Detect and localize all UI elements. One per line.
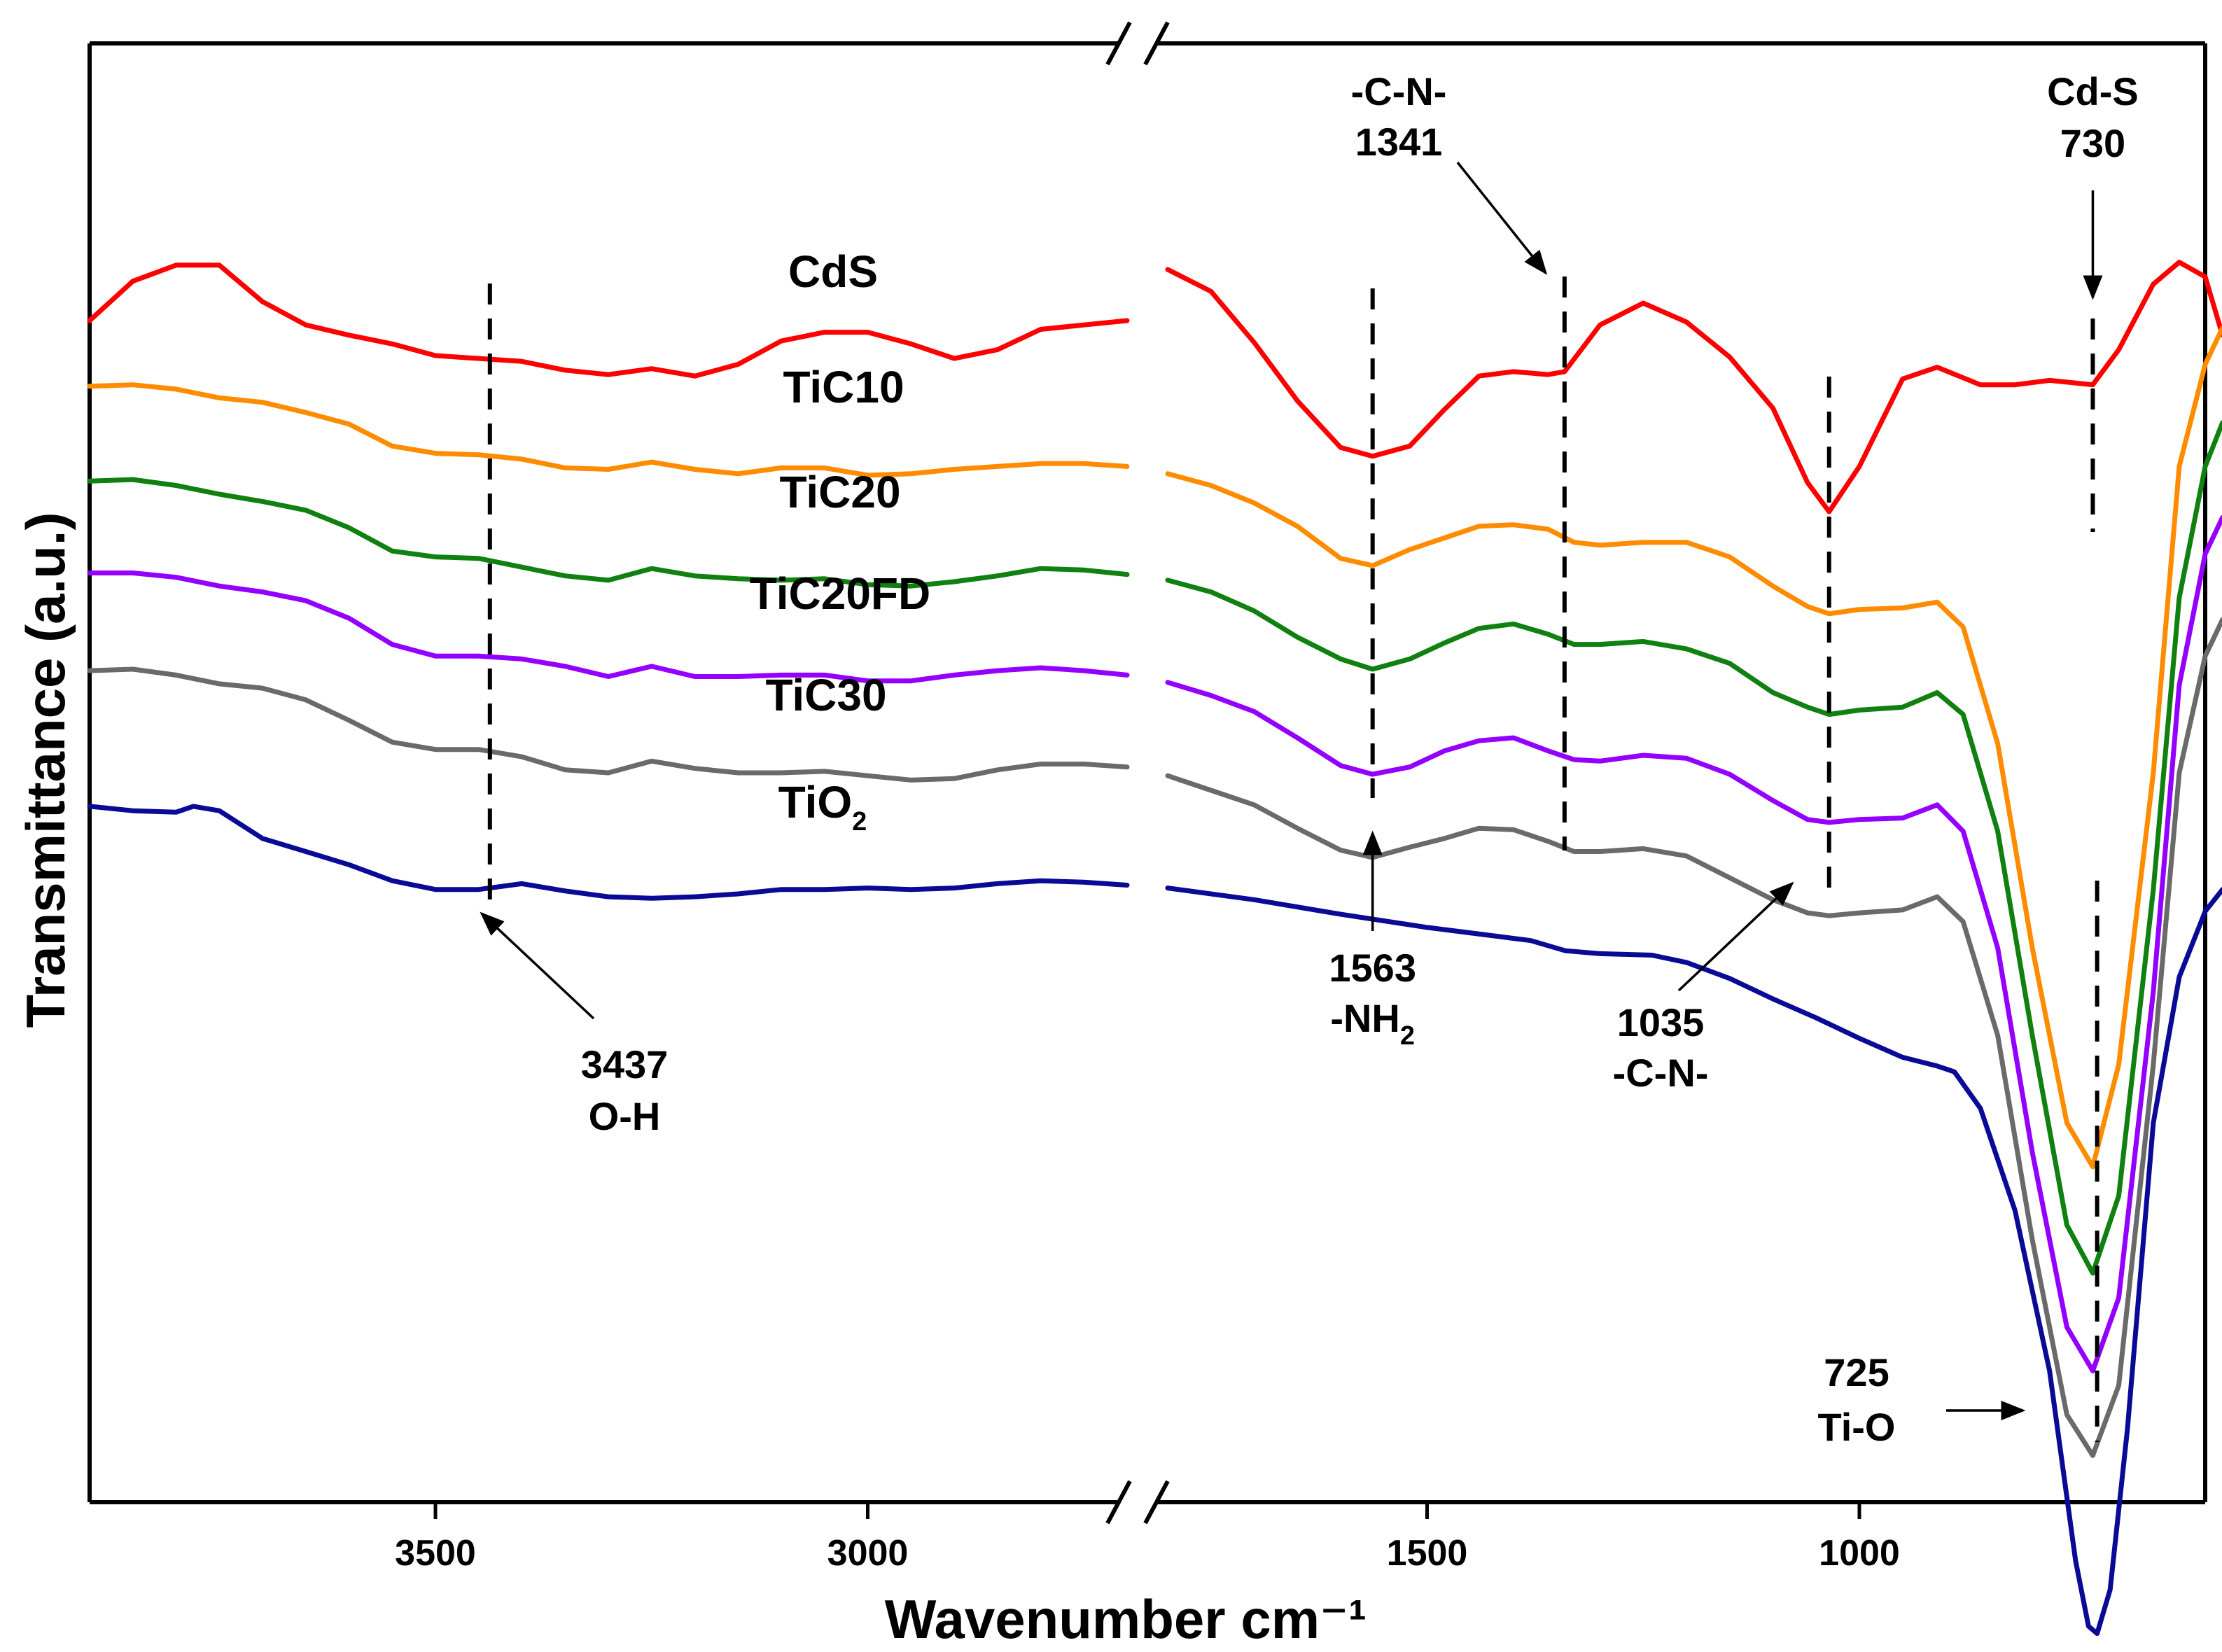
plot-frame [88,41,2207,1504]
annotation-cds730-line2: 730 [2060,121,2125,165]
annotation-nh2-line2: -NH2 [1330,996,1415,1051]
annotation-oh-line1-main: 3437 [581,1042,669,1086]
x-axis-title: Wavenumber cm⁻¹ [885,1588,1367,1650]
series-tio2 [87,804,2222,1637]
series-line-tic10-right [1165,325,2222,1170]
series-label-tic20fd-main: TiC20FD [750,568,930,619]
axis-break-marks [1105,21,1170,1525]
annotation-cn1341-arrow [1456,161,1548,275]
annotation-oh-line2-main: O-H [589,1094,661,1138]
y-axis-title: Transmittance (a.u.) [15,512,76,1028]
break-bottom-2 [1143,1480,1170,1525]
series-line-tic20-left [87,477,1130,589]
annotation-cn1035-line2: -C-N- [1613,1051,1709,1095]
series-tic30 [87,617,2222,1458]
series-label-layer: CdS TiC10 TiC20 TiC20FD TiC30 TiO2 [750,246,930,836]
series-line-tio2-left [87,804,1130,901]
series-tic20fd [87,514,2222,1373]
series-label-tic10: TiC10 [783,362,904,412]
series-line-tic10-left [87,382,1130,478]
series-line-cds-right [1165,260,2222,514]
annotation-cn1341-line1-main: -C-N- [1351,69,1447,113]
x-axis-ticks: 3500 3000 1500 1000 [395,1502,1900,1574]
series-cds [87,260,2222,514]
series-line-tic30-right [1165,617,2222,1458]
series-label-tio2-main: TiO [778,777,853,827]
series-label-tic10-main: TiC10 [783,362,904,412]
annotation-nh2-line1-main: 1563 [1329,946,1416,990]
series-line-cds-left [87,262,1130,379]
series-label-cds: CdS [788,246,878,297]
annotation-tio725-line1-main: 725 [1824,1350,1889,1394]
series-tic10 [87,325,2222,1170]
x-tick-label-3000: 3000 [827,1533,909,1574]
annotation-cn1035-line1: 1035 [1617,1000,1705,1044]
series-line-tic20-right [1165,420,2222,1276]
break-top-1 [1105,21,1132,66]
annotation-cds730-line2-main: 730 [2060,121,2125,165]
annotation-cds730-line1-main: Cd-S [2047,69,2139,113]
series-line-tic30-left [87,666,1130,783]
series-label-cds-main: CdS [788,246,878,297]
annotation-tio725-line2-main: Ti-O [1818,1405,1896,1449]
annotation-oh-line2: O-H [589,1094,661,1138]
annotation-tio725-line2: Ti-O [1818,1405,1896,1449]
series-label-tic20-main: TiC20 [779,467,900,517]
series-line-tio2-right [1165,886,2222,1637]
series-tic20 [87,420,2222,1276]
annotation-cn1035-arrow [1677,881,1794,992]
series-line-tic20fd-right [1165,514,2222,1373]
annotation-nh2-line2-sub: 2 [1400,1021,1415,1051]
series-line-tic20fd-left [87,570,1130,684]
annotation-oh-arrow [480,911,595,1020]
series-label-tic20fd: TiC20FD [750,568,930,619]
annotation-cn1341-line2: 1341 [1355,120,1443,164]
x-tick-label-3500: 3500 [395,1533,476,1574]
annotation-nh2-line2-main: -NH [1330,996,1400,1040]
annotation-cn1035-line1-main: 1035 [1617,1000,1705,1044]
series-label-tic20: TiC20 [779,467,900,517]
series-layer [87,260,2222,1637]
break-bottom-1 [1105,1480,1132,1525]
annotation-layer: 3437O-H1563-NH2-C-N-13411035-C-N-Cd-S730… [480,69,2139,1449]
annotation-cn1035-line2-main: -C-N- [1613,1051,1709,1095]
x-tick-label-1500: 1500 [1387,1533,1468,1574]
series-label-tic30-main: TiC30 [765,670,886,720]
series-label-tic30: TiC30 [765,670,886,720]
series-label-tio2-sub: 2 [852,807,867,836]
break-top-2 [1143,21,1170,66]
annotation-oh-line1: 3437 [581,1042,669,1086]
annotation-cn1341-line2-main: 1341 [1355,120,1443,164]
annotation-cn1341-line1: -C-N- [1351,69,1447,113]
x-tick-label-1000: 1000 [1819,1533,1900,1574]
series-label-tio2: TiO2 [778,777,867,836]
annotation-nh2-line1: 1563 [1329,946,1416,990]
annotation-cds730-line1: Cd-S [2047,69,2139,113]
annotation-tio725-line1: 725 [1824,1350,1889,1394]
